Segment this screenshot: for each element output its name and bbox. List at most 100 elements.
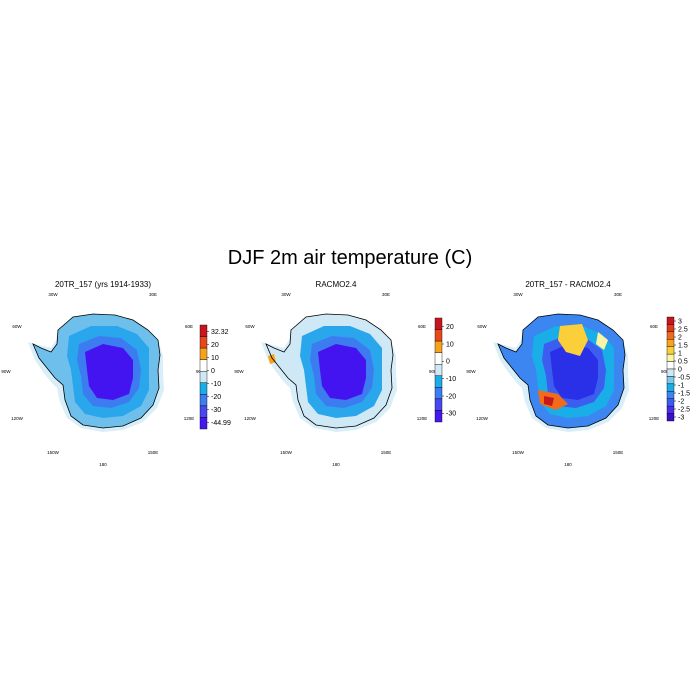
panel-title: 20TR_157 (yrs 1914-1933): [55, 280, 151, 289]
colorbar-box: [199, 347, 208, 360]
warm-peninsula-patch: [268, 354, 276, 364]
colorbar-box: [666, 391, 675, 399]
lon-label-180: 180: [564, 462, 572, 467]
colorbar-label: -10: [446, 376, 456, 383]
colorbar-box: [199, 382, 208, 395]
colorbar-label: -0.5: [678, 374, 690, 381]
lon-label-30w: 30W: [281, 292, 291, 297]
colorbar-box: [434, 329, 443, 342]
colorbar-label: -1: [678, 382, 684, 389]
colorbar-label: -30: [211, 407, 221, 414]
colorbar-label: 0: [211, 368, 215, 375]
colorbar-box: [666, 324, 675, 333]
core-region: [318, 344, 366, 400]
colorbar-box: [434, 410, 443, 423]
colorbar-box: [666, 413, 675, 422]
colorbar-box: [199, 324, 208, 337]
colorbar-box: [434, 387, 443, 400]
colorbar-label: -1.5: [678, 390, 690, 397]
colorbar-label: 1: [678, 350, 682, 357]
colorbar-box: [666, 376, 675, 385]
colorbar-label: -10: [211, 381, 221, 388]
lon-label-30w: 30W: [48, 292, 58, 297]
lon-label-90w: 90W: [234, 369, 244, 374]
lon-label-150e: 150E: [148, 450, 159, 455]
map-field: [493, 313, 629, 432]
colorbar-box: [666, 353, 675, 362]
lon-label-30e: 30E: [149, 292, 157, 297]
colorbar-box: [434, 364, 443, 376]
colorbar-label: -3: [678, 414, 684, 421]
lon-label-90w: 90W: [1, 369, 11, 374]
lon-label-120e: 120E: [649, 416, 660, 421]
figure-title: DJF 2m air temperature (C): [228, 247, 473, 269]
colorbar-label: 3: [678, 318, 682, 325]
colorbar-label: 2: [678, 334, 682, 341]
colorbar-box: [434, 398, 443, 411]
colorbar-label: -20: [211, 394, 221, 401]
coastline: [265, 313, 394, 429]
lon-labels: 30W 30E 60W 60E 90W 90E 120W 120E 150W 1…: [466, 292, 669, 467]
colorbar-label: 0: [678, 366, 682, 373]
lon-label-120w: 120W: [11, 416, 24, 421]
lon-label-90e: 90E: [429, 369, 437, 374]
lon-label-90w: 90W: [466, 369, 476, 374]
warm-anomaly-patch: [544, 396, 554, 406]
colorbar-box: [434, 375, 443, 388]
panel-title: 20TR_157 - RACMO2.4: [525, 280, 611, 289]
core-region: [550, 344, 598, 400]
lon-label-150e: 150E: [381, 450, 392, 455]
lon-label-60w: 60W: [12, 324, 22, 329]
colorbar-label: 2.5: [678, 326, 688, 333]
colorbar-1: 32.32 20 10 0 -10 -20 -30 -44.99: [199, 324, 231, 430]
colorbar-label: 1.5: [678, 342, 688, 349]
lon-label-120e: 120E: [417, 416, 428, 421]
lon-label-150w: 150W: [280, 450, 293, 455]
colorbar-box: [666, 361, 675, 370]
colorbar-label: 10: [446, 341, 454, 348]
lon-label-180: 180: [332, 462, 340, 467]
lon-label-120e: 120E: [184, 416, 195, 421]
lon-label-180: 180: [99, 462, 107, 467]
lon-label-60e: 60E: [418, 324, 426, 329]
colorbar-label: 0: [446, 359, 450, 366]
panel-2: RACMO2.4 30W 30E 60W 60E 90W 90E 120W 12…: [234, 280, 437, 467]
lon-label-60e: 60E: [650, 324, 658, 329]
colorbar-box: [199, 371, 208, 383]
lon-label-120w: 120W: [476, 416, 489, 421]
colorbar-box: [666, 383, 675, 392]
colorbar-label: -20: [446, 393, 456, 400]
colorbar-box: [666, 339, 675, 347]
colorbar-box: [434, 352, 443, 365]
core-region: [85, 344, 133, 400]
colorbar-box: [199, 394, 208, 407]
panel-title: RACMO2.4: [316, 280, 357, 289]
lon-label-60w: 60W: [477, 324, 487, 329]
colorbar-box: [199, 417, 208, 430]
warm-anomaly-patch: [596, 332, 608, 350]
colorbar-label: 10: [211, 355, 219, 362]
lon-label-60w: 60W: [245, 324, 255, 329]
lon-label-150e: 150E: [613, 450, 624, 455]
lon-labels: 30W 30E 60W 60E 90W 90E 120W 120E 150W 1…: [234, 292, 437, 467]
colorbar-2: 20 10 0 -10 -20 -30: [434, 317, 456, 423]
lon-label-90e: 90E: [661, 369, 669, 374]
colorbar-box: [666, 405, 675, 414]
colorbar-label: -2.5: [678, 406, 690, 413]
colorbar-box: [199, 359, 208, 372]
colorbar-label: 20: [211, 342, 219, 349]
coastline: [497, 313, 626, 429]
colorbar-label: -2: [678, 398, 684, 405]
coastline: [32, 313, 161, 429]
lon-label-30e: 30E: [382, 292, 390, 297]
colorbar-label: 32.32: [211, 329, 229, 336]
colorbar-box: [666, 331, 675, 340]
lon-label-150w: 150W: [47, 450, 60, 455]
lon-label-30w: 30W: [513, 292, 523, 297]
map-field: [261, 313, 397, 432]
lon-label-120w: 120W: [244, 416, 257, 421]
colorbar-label: 20: [446, 324, 454, 331]
lon-label-60e: 60E: [185, 324, 193, 329]
colorbar-box: [434, 317, 443, 330]
